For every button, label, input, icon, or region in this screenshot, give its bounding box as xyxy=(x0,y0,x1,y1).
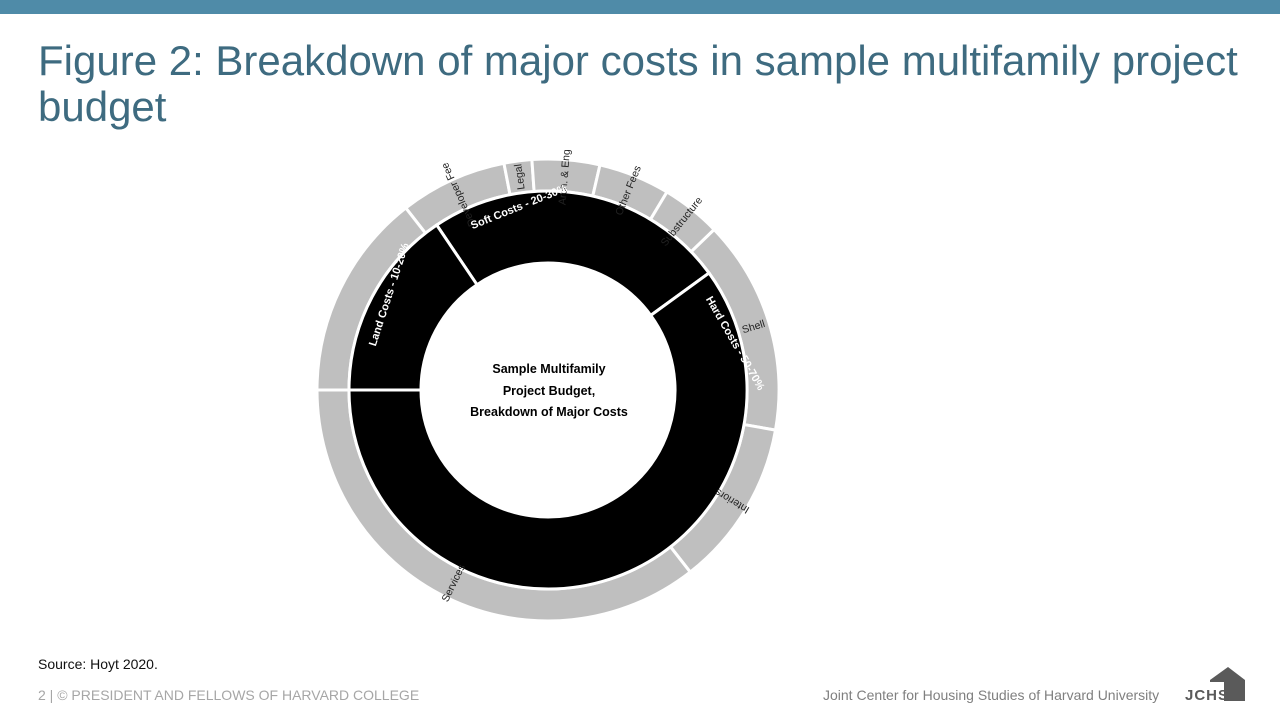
center-label-line-3: Breakdown of Major Costs xyxy=(470,405,628,419)
top-accent-bar xyxy=(0,0,1280,14)
center-label-line-2: Project Budget, xyxy=(503,384,595,398)
source-note: Source: Hoyt 2020. xyxy=(38,656,158,672)
slide-title: Figure 2: Breakdown of major costs in sa… xyxy=(38,37,1238,130)
outer-label-legal: Legal xyxy=(512,163,527,190)
center-circle xyxy=(421,263,675,517)
footer-organization: Joint Center for Housing Studies of Harv… xyxy=(823,687,1160,703)
footer-copyright: 2 | © PRESIDENT AND FELLOWS OF HARVARD C… xyxy=(38,687,420,703)
jchs-logo-text: JCHS xyxy=(1185,687,1229,704)
donut-diagram: Developer Fee Legal Arch. & Eng. Other Fees… xyxy=(315,150,781,623)
jchs-logo: JCHS xyxy=(1184,667,1245,704)
outer-label-arch-eng: Arch. & Eng. xyxy=(557,150,574,206)
center-label-line-1: Sample Multifamily xyxy=(492,362,605,376)
